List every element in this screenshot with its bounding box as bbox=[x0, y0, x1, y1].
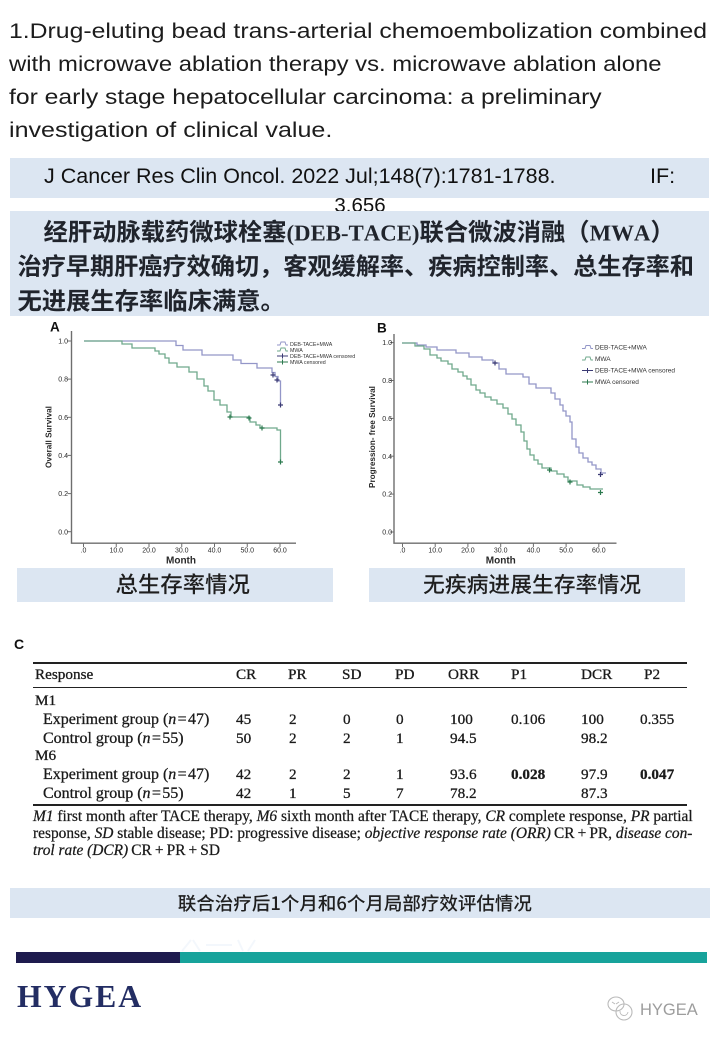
svg-text:0.2: 0.2 bbox=[58, 491, 68, 498]
svg-text:60.0: 60.0 bbox=[273, 547, 287, 554]
svg-text:DEB-TACE+MWA censored: DEB-TACE+MWA censored bbox=[290, 354, 355, 360]
svg-text:.0: .0 bbox=[400, 547, 406, 554]
svg-text:0.8: 0.8 bbox=[58, 377, 68, 384]
svg-text:60.0: 60.0 bbox=[592, 547, 606, 554]
svg-text:20.0: 20.0 bbox=[461, 547, 475, 554]
svg-text:0.0: 0.0 bbox=[382, 530, 392, 537]
svg-text:A: A bbox=[50, 320, 60, 335]
svg-text:40.0: 40.0 bbox=[208, 547, 222, 554]
svg-text:1.0: 1.0 bbox=[58, 339, 68, 346]
svg-text:MWA censored: MWA censored bbox=[595, 379, 639, 386]
svg-text:20.0: 20.0 bbox=[142, 547, 156, 554]
svg-text:MWA censored: MWA censored bbox=[290, 360, 326, 366]
svg-text:MWA: MWA bbox=[290, 348, 303, 354]
svg-text:.0: .0 bbox=[81, 547, 87, 554]
svg-text:Progression- free Survival: Progression- free Survival bbox=[368, 386, 377, 488]
svg-text:0.2: 0.2 bbox=[382, 492, 392, 499]
svg-text:50.0: 50.0 bbox=[559, 547, 573, 554]
svg-text:DEB-TACE+MWA: DEB-TACE+MWA bbox=[595, 345, 647, 352]
svg-text:Month: Month bbox=[166, 556, 196, 567]
svg-text:Overall Survival: Overall Survival bbox=[45, 406, 54, 468]
svg-text:0.8: 0.8 bbox=[382, 378, 392, 385]
svg-text:10.0: 10.0 bbox=[428, 547, 442, 554]
svg-text:50.0: 50.0 bbox=[240, 547, 254, 554]
svg-text:30.0: 30.0 bbox=[494, 547, 508, 554]
svg-text:DEB-TACE+MWA censored: DEB-TACE+MWA censored bbox=[595, 368, 675, 375]
svg-text:40.0: 40.0 bbox=[527, 547, 541, 554]
svg-text:B: B bbox=[377, 321, 387, 336]
svg-text:Month: Month bbox=[486, 556, 516, 567]
svg-text:1.0: 1.0 bbox=[382, 340, 392, 347]
svg-text:0.6: 0.6 bbox=[58, 415, 68, 422]
svg-text:30.0: 30.0 bbox=[175, 547, 189, 554]
svg-text:0.6: 0.6 bbox=[382, 416, 392, 423]
svg-text:0.4: 0.4 bbox=[382, 454, 392, 461]
svg-text:MWA: MWA bbox=[595, 356, 611, 363]
svg-text:10.0: 10.0 bbox=[109, 547, 123, 554]
svg-text:0.0: 0.0 bbox=[58, 529, 68, 536]
svg-text:0.4: 0.4 bbox=[58, 453, 68, 460]
svg-text:DEB-TACE+MWA: DEB-TACE+MWA bbox=[290, 342, 333, 348]
